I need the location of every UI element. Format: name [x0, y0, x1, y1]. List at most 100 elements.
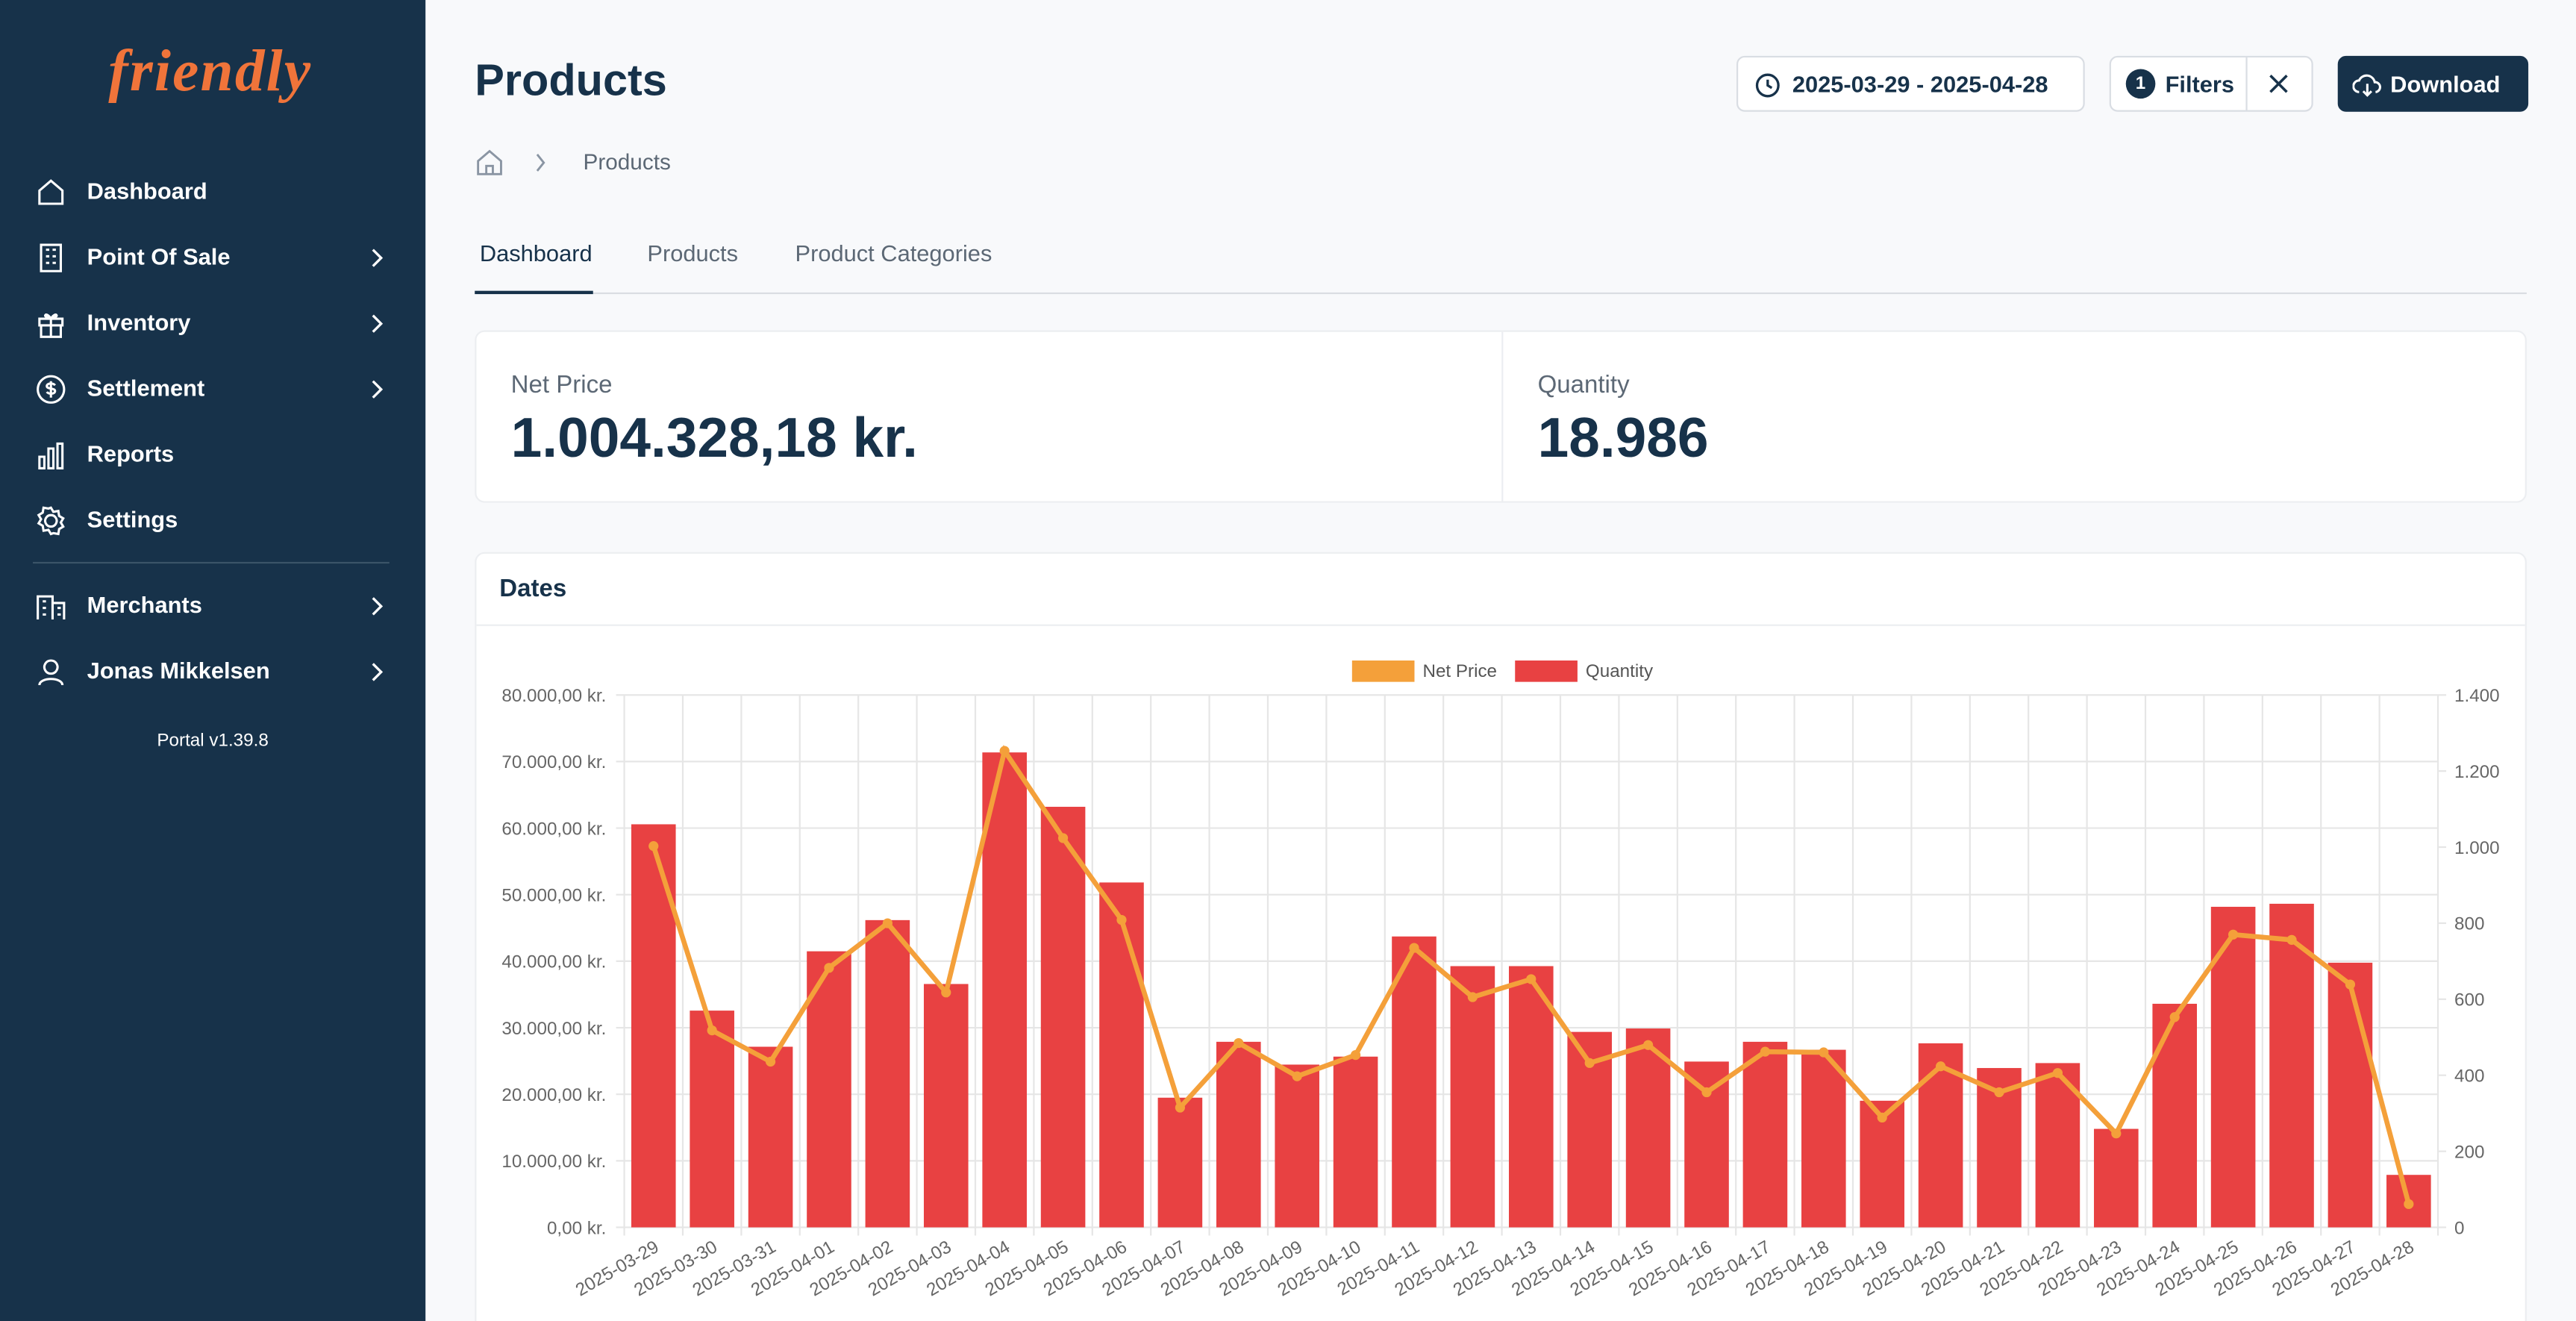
y-tick-label: 50.000,00 kr.	[501, 886, 606, 906]
bar	[1684, 1061, 1729, 1228]
clear-filter-icon[interactable]	[2269, 74, 2288, 93]
nav-icon	[38, 313, 64, 338]
legend-swatch	[1351, 660, 1415, 682]
kpi-label: Net Price	[510, 371, 613, 399]
version: Portal v1.39.8	[157, 731, 269, 752]
divider	[33, 561, 390, 564]
point	[882, 918, 892, 928]
bar	[748, 1046, 793, 1228]
nav-item[interactable]: Point Of Sale	[0, 225, 425, 291]
nav-label: Dashboard	[87, 177, 207, 204]
point	[1467, 992, 1478, 1002]
kpi-card: Net Price 1.004.328,18 kr. Quantity 18.9…	[475, 330, 2527, 503]
y2-tick-label: 600	[2454, 990, 2484, 1011]
page-title: Products	[475, 55, 667, 105]
point	[1584, 1058, 1595, 1068]
y-tick-label: 10.000,00 kr.	[501, 1152, 606, 1172]
sidebar: friendly Dashboard Point Of Sale Inventory…	[0, 0, 426, 1321]
nav-label: Settings	[87, 506, 178, 533]
nav-item[interactable]: Settlement	[0, 357, 425, 422]
download-button[interactable]: Download	[2337, 55, 2529, 112]
nav-item[interactable]: Inventory	[0, 291, 425, 357]
point	[2052, 1068, 2063, 1078]
bar	[1333, 1056, 1378, 1228]
point	[1292, 1071, 1302, 1081]
bar	[2328, 962, 2373, 1228]
nav-item[interactable]: Settings	[0, 488, 425, 554]
filters-label: Filters	[2165, 70, 2235, 97]
y-tick-label: 80.000,00 kr.	[501, 686, 606, 706]
nav-icon	[38, 659, 64, 686]
nav-icon	[38, 442, 64, 469]
bar	[1625, 1028, 1671, 1228]
y-tick-label: 20.000,00 kr.	[501, 1085, 606, 1105]
nav-label: Jonas Mikkelsen	[87, 657, 270, 684]
divider	[1501, 331, 1504, 502]
bar	[1392, 936, 1437, 1228]
y-tick-label: 70.000,00 kr.	[501, 752, 606, 772]
point	[1409, 943, 1419, 953]
tab[interactable]: Product Categories	[795, 240, 992, 266]
breadcrumb-icons	[477, 149, 545, 175]
y-tick-label: 60.000,00 kr.	[501, 819, 606, 839]
date-range-button[interactable]: 2025-03-29 - 2025-04-28	[1736, 55, 2085, 112]
point	[1057, 833, 1069, 843]
y-tick-label: 30.000,00 kr.	[501, 1019, 606, 1039]
bar	[923, 984, 969, 1228]
filters-button[interactable]: 1 Filters	[2109, 55, 2313, 112]
nav-icon	[40, 243, 62, 272]
bar	[1509, 966, 1554, 1228]
bar	[2152, 1003, 2198, 1228]
point	[2404, 1199, 2414, 1209]
download-icon	[2352, 74, 2381, 97]
point	[2169, 1012, 2180, 1022]
nav-item[interactable]: Reports	[0, 422, 425, 488]
nav-item[interactable]: Merchants	[0, 573, 425, 639]
kpi-value: 1.004.328,18 kr.	[510, 407, 918, 470]
point	[765, 1056, 776, 1067]
tab[interactable]: Products	[647, 240, 739, 266]
legend-swatch	[1515, 660, 1578, 682]
legend-label: Net Price	[1422, 661, 1497, 681]
bar	[1040, 807, 1086, 1228]
bar	[1450, 966, 1495, 1228]
point	[1936, 1061, 1946, 1072]
point	[648, 841, 659, 852]
bar	[2269, 903, 2314, 1228]
y-tick-label: 0,00 kr.	[547, 1218, 606, 1238]
point	[824, 963, 834, 973]
y2-tick-label: 0	[2454, 1218, 2464, 1238]
y2-tick-label: 1.200	[2454, 762, 2500, 782]
y2-tick-label: 200	[2454, 1142, 2484, 1162]
divider	[476, 624, 2525, 626]
bar	[865, 919, 910, 1228]
point	[1175, 1102, 1185, 1113]
date-range: 2025-03-29 - 2025-04-28	[1792, 70, 2048, 97]
kpi-label: Quantity	[1537, 371, 1630, 399]
bar	[690, 1011, 734, 1228]
nav-label: Inventory	[87, 308, 191, 336]
point	[1701, 1087, 1712, 1098]
clock-icon	[1755, 73, 1780, 98]
nav-icon	[38, 179, 64, 205]
separator	[2245, 57, 2248, 110]
bar	[1157, 1097, 1203, 1228]
nav-item[interactable]: Jonas Mikkelsen	[0, 639, 425, 705]
point	[707, 1025, 717, 1036]
point	[2228, 929, 2239, 940]
bar	[1275, 1064, 1319, 1228]
y2-tick-label: 400	[2454, 1067, 2484, 1087]
nav-label: Reports	[87, 440, 175, 467]
tab-border	[475, 292, 2527, 295]
nav-label: Point Of Sale	[87, 243, 231, 270]
point	[999, 746, 1010, 756]
y2-tick-label: 1.400	[2454, 686, 2500, 706]
logo[interactable]: friendly	[108, 37, 313, 104]
download-label: Download	[2390, 70, 2501, 97]
kpi-value: 18.986	[1537, 407, 1709, 470]
tab[interactable]: Dashboard	[479, 240, 593, 266]
chevron	[372, 249, 384, 267]
card-title: Dates	[499, 575, 567, 603]
nav-item[interactable]: Dashboard	[0, 160, 425, 225]
